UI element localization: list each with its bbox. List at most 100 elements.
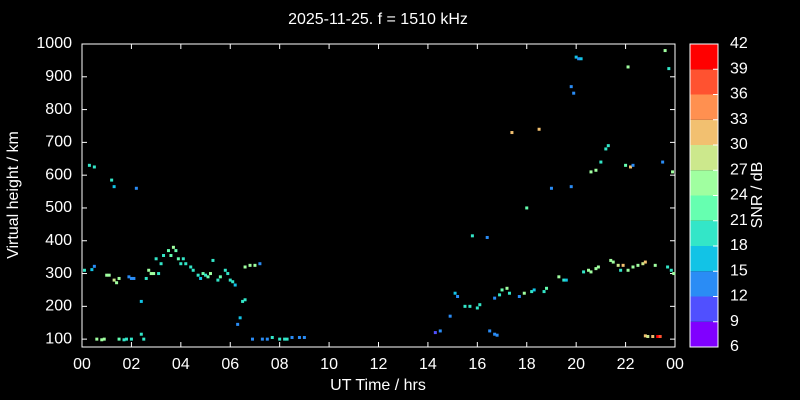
colorbar-band bbox=[690, 246, 718, 272]
point bbox=[174, 249, 178, 253]
point bbox=[112, 185, 116, 189]
point bbox=[456, 295, 460, 298]
point bbox=[661, 160, 665, 164]
x-tick-label: 14 bbox=[419, 356, 437, 373]
colorbar-label: SNR / dB bbox=[749, 162, 766, 229]
point bbox=[626, 65, 630, 69]
point bbox=[92, 165, 96, 169]
point bbox=[594, 267, 598, 271]
point bbox=[278, 337, 282, 341]
colorbar-tick-label: 9 bbox=[730, 313, 739, 330]
point bbox=[95, 337, 99, 341]
point bbox=[525, 206, 529, 210]
point bbox=[616, 263, 620, 267]
colorbar-band bbox=[690, 44, 718, 70]
point bbox=[663, 49, 667, 53]
point bbox=[631, 265, 635, 269]
point bbox=[629, 165, 633, 169]
point bbox=[643, 334, 647, 338]
point bbox=[604, 147, 608, 151]
point bbox=[196, 273, 200, 277]
x-tick-label: 18 bbox=[518, 356, 536, 373]
point bbox=[468, 304, 472, 308]
point bbox=[285, 337, 289, 341]
point bbox=[228, 278, 232, 282]
x-tick-label: 08 bbox=[271, 356, 289, 373]
point bbox=[606, 144, 610, 148]
point bbox=[184, 262, 188, 266]
point bbox=[117, 337, 121, 341]
point bbox=[569, 85, 573, 89]
point bbox=[129, 337, 133, 341]
point bbox=[166, 249, 170, 253]
point bbox=[105, 273, 109, 277]
point bbox=[134, 186, 138, 190]
point bbox=[208, 272, 212, 276]
point bbox=[564, 278, 568, 282]
point bbox=[438, 329, 442, 333]
x-tick-label: 00 bbox=[73, 356, 91, 373]
point bbox=[233, 283, 237, 287]
point bbox=[594, 168, 598, 172]
colorbar-band bbox=[690, 94, 718, 120]
point bbox=[626, 268, 630, 272]
colorbar-tick-label: 15 bbox=[730, 262, 748, 279]
colorbar-band bbox=[690, 321, 718, 347]
y-tick-label: 900 bbox=[45, 68, 72, 85]
point bbox=[589, 270, 593, 274]
colorbar-tick-label: 39 bbox=[730, 60, 748, 77]
point bbox=[162, 254, 166, 258]
point bbox=[569, 185, 573, 189]
point bbox=[159, 262, 163, 266]
point bbox=[124, 337, 128, 341]
point bbox=[258, 262, 262, 266]
point bbox=[577, 57, 581, 61]
y-tick-label: 1000 bbox=[36, 35, 72, 52]
point bbox=[522, 291, 526, 295]
point bbox=[112, 278, 116, 282]
colorbar-tick-label: 6 bbox=[730, 338, 739, 355]
point bbox=[260, 337, 264, 341]
x-tick-label: 00 bbox=[666, 356, 684, 373]
point bbox=[493, 332, 497, 336]
colorbar-band bbox=[690, 296, 718, 322]
plot-frame bbox=[81, 43, 676, 348]
point bbox=[253, 263, 257, 267]
colorbar-tick-label: 42 bbox=[730, 35, 748, 52]
point bbox=[302, 335, 306, 339]
point bbox=[505, 286, 509, 290]
point bbox=[517, 295, 521, 298]
point bbox=[122, 338, 126, 342]
point bbox=[226, 272, 230, 276]
point bbox=[129, 276, 133, 280]
point bbox=[495, 333, 499, 337]
point bbox=[297, 335, 301, 339]
point bbox=[250, 337, 254, 341]
point bbox=[671, 170, 675, 174]
point bbox=[448, 314, 452, 318]
x-tick-label: 02 bbox=[123, 356, 141, 373]
x-tick-label: 16 bbox=[468, 356, 486, 373]
point bbox=[265, 337, 269, 341]
point bbox=[478, 303, 482, 307]
point bbox=[102, 337, 106, 341]
colorbar-tick-label: 30 bbox=[730, 136, 748, 153]
point bbox=[132, 276, 136, 280]
point bbox=[204, 273, 208, 277]
colorbar-tick-label: 18 bbox=[730, 237, 748, 254]
colorbar-tick-label: 33 bbox=[730, 111, 748, 128]
point bbox=[107, 273, 111, 277]
point bbox=[658, 335, 662, 339]
point bbox=[82, 268, 86, 272]
point bbox=[206, 275, 210, 279]
point bbox=[181, 257, 185, 261]
colorbar-tick-label: 36 bbox=[730, 86, 748, 103]
point bbox=[651, 335, 655, 339]
point bbox=[211, 258, 215, 262]
point bbox=[646, 335, 650, 339]
point bbox=[532, 288, 536, 292]
colorbar-band bbox=[690, 220, 718, 246]
colorbar-band bbox=[690, 195, 718, 221]
point bbox=[599, 160, 603, 164]
